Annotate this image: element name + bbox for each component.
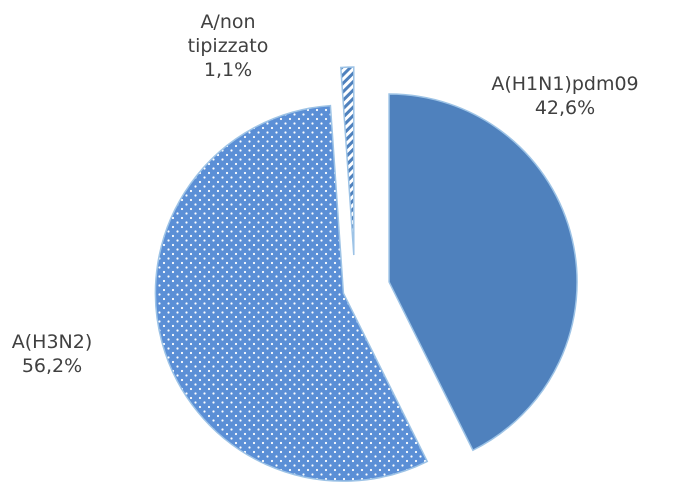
label-text: 42,6% <box>534 97 596 119</box>
pie-slice <box>388 93 578 452</box>
label-text: 56,2% <box>21 355 83 377</box>
label-text: A(H3N2) <box>11 331 93 353</box>
label-text: A(H1N1)pdm09 <box>491 73 639 95</box>
pie-slice <box>339 66 355 256</box>
label-text: 1,1% <box>203 59 253 81</box>
slice-label: A(H3N2) 56,2% <box>0 330 142 378</box>
slice-label: A/non tipizzato 1,1% <box>168 10 288 82</box>
pie-slice <box>154 104 429 482</box>
slice-label: A(H1N1)pdm09 42,6% <box>475 72 655 120</box>
label-text: A/non tipizzato <box>187 11 269 57</box>
